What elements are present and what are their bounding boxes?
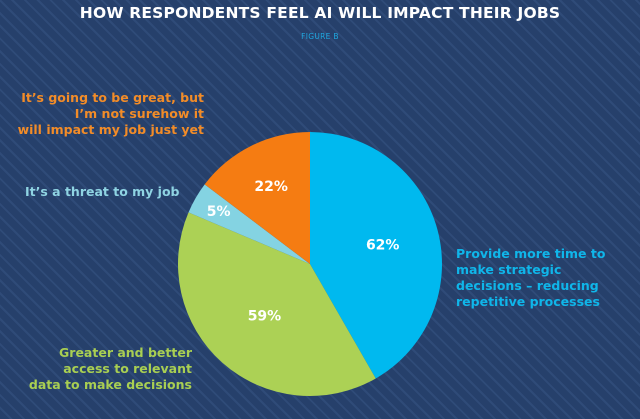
- slice-label-threat: It’s a threat to my job: [25, 184, 180, 200]
- data-label: 62%: [366, 238, 400, 254]
- label-line: I’m not surehow it: [74, 106, 204, 121]
- slice-label-great-but-unsure: It’s going to be great, but I’m not sure…: [18, 90, 204, 138]
- slice-label-better-data-access: Greater and better access to relevant da…: [29, 345, 192, 393]
- label-line: Provide more time to: [456, 246, 606, 261]
- data-label: 59%: [248, 308, 282, 324]
- slice-better-data-access: [177, 212, 376, 397]
- label-line: will impact my job just yet: [17, 122, 204, 137]
- slice-threat: [188, 184, 310, 264]
- label-line: It’s a threat to my job: [25, 184, 180, 199]
- label-line: repetitive processes: [456, 294, 600, 309]
- slice-label-more-time: Provide more time to make strategic deci…: [456, 246, 605, 310]
- label-line: data to make decisions: [28, 377, 192, 392]
- slice-great-but-unsure: [204, 132, 310, 264]
- chart-subtitle: FIGURE B: [301, 32, 339, 41]
- data-label: 22%: [254, 179, 288, 195]
- data-label: 5%: [207, 204, 231, 220]
- slice-more-time: [310, 132, 443, 379]
- label-line: Greater and better: [59, 345, 192, 360]
- chart-title: HOW RESPONDENTS FEEL AI WILL IMPACT THEI…: [79, 4, 561, 22]
- label-line: It’s going to be great, but: [21, 90, 204, 105]
- label-line: make strategic: [456, 262, 562, 277]
- label-line: decisions – reducing: [456, 278, 599, 293]
- label-line: access to relevant: [63, 361, 192, 376]
